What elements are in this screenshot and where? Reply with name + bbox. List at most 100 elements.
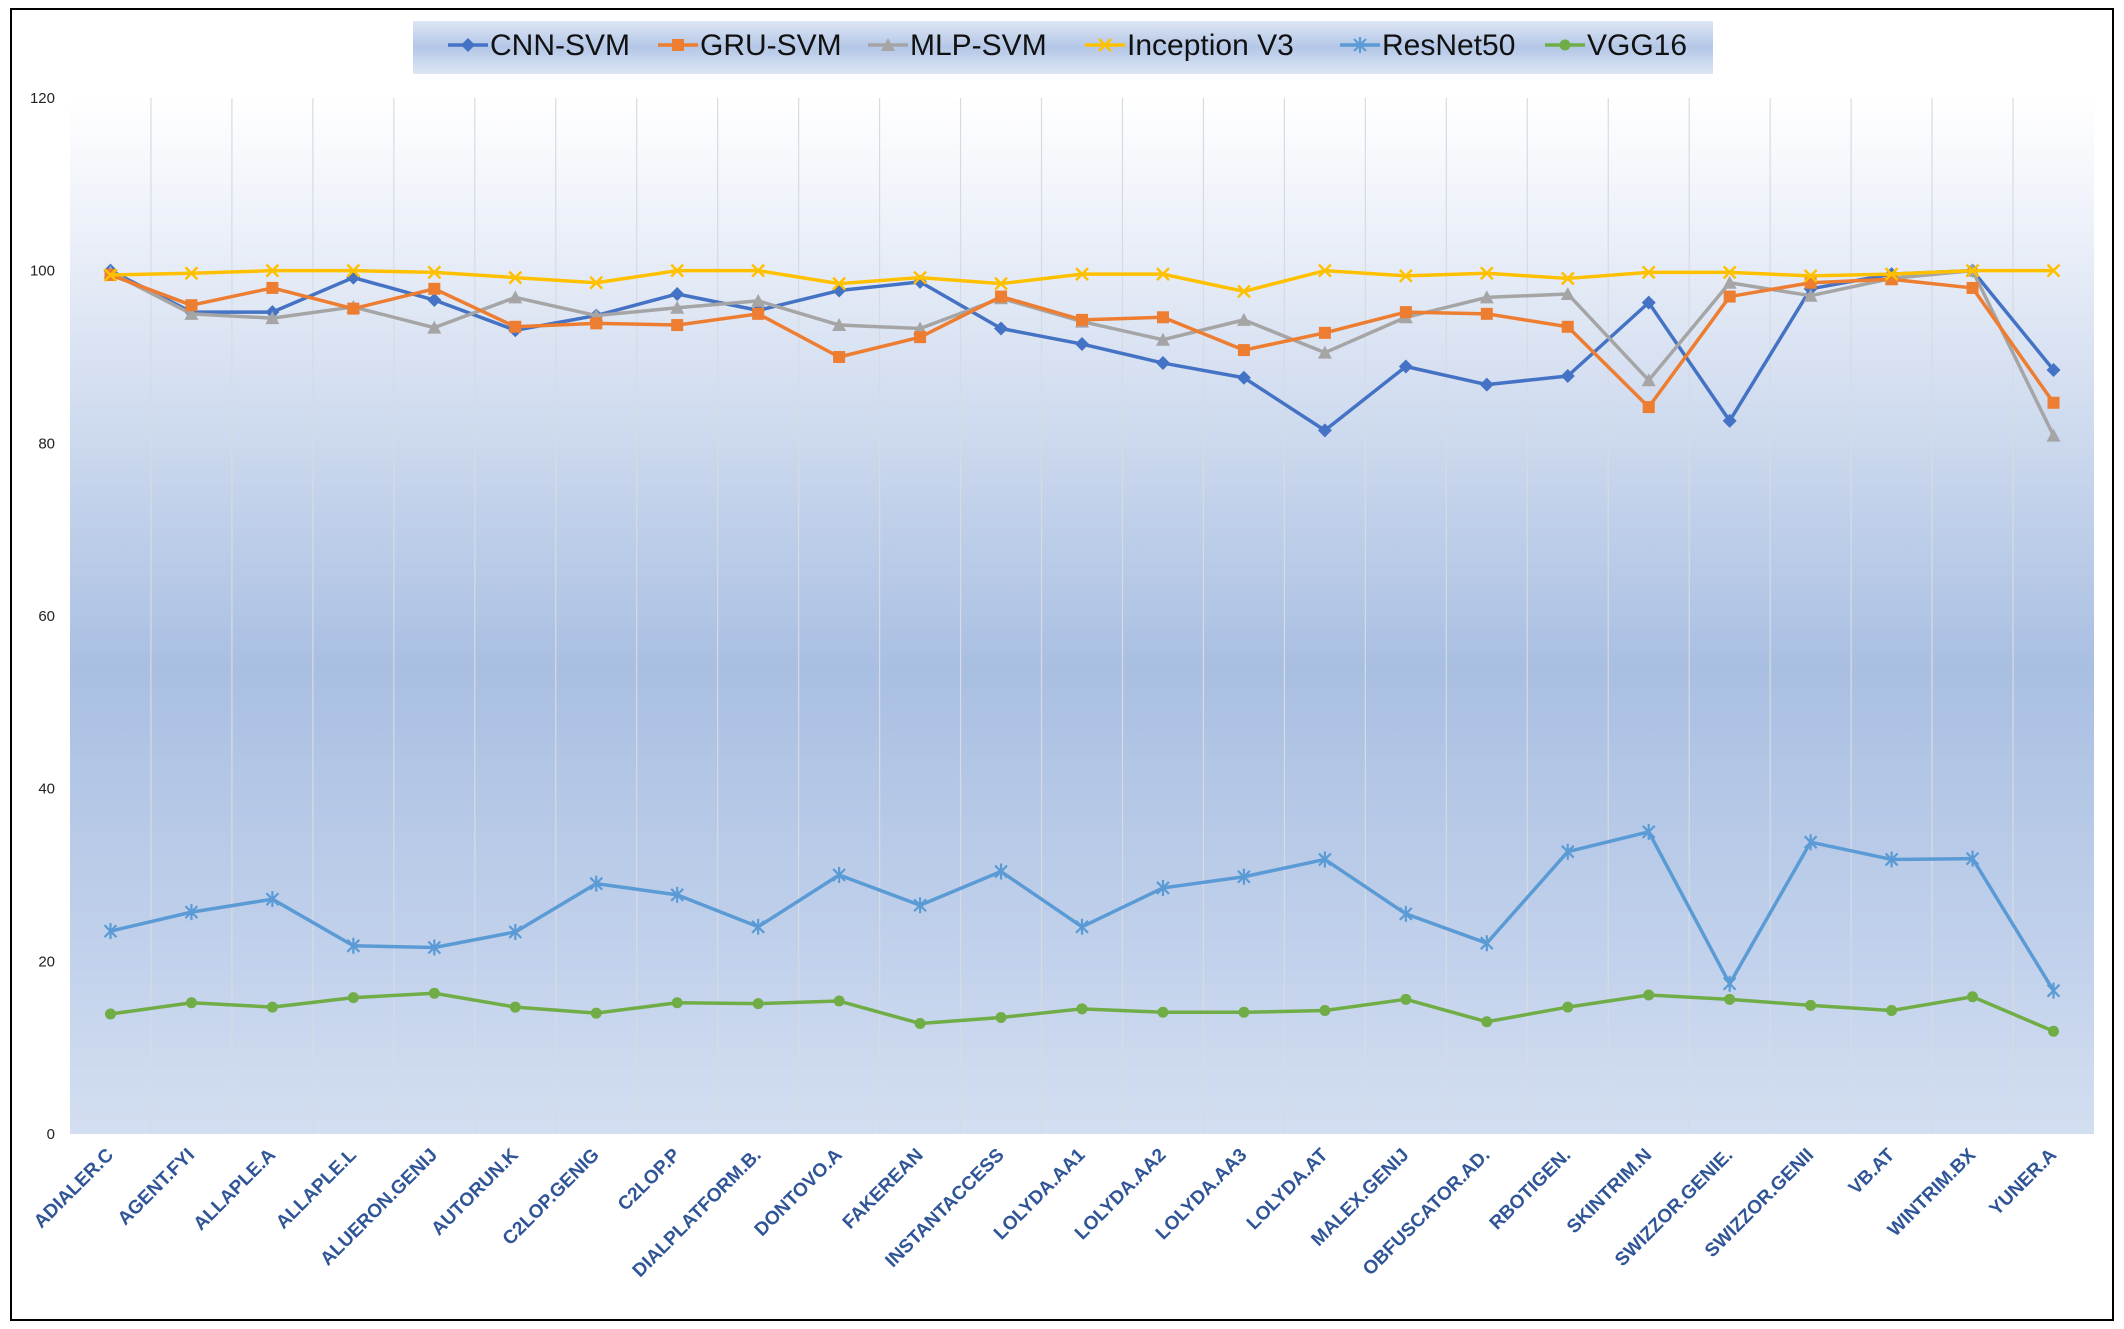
data-point-mlp-svm bbox=[1803, 288, 1818, 302]
data-point-mlp-svm bbox=[1722, 275, 1737, 289]
data-point-gru-svm bbox=[185, 299, 198, 312]
x-tick-label: FAKEREAN bbox=[839, 1145, 928, 1234]
data-point-resnet50 bbox=[589, 875, 604, 892]
x-tick-label: C2LOP.P bbox=[614, 1144, 685, 1215]
data-point-mlp-svm bbox=[1641, 373, 1656, 387]
x-tick-label: DONTOVO.A bbox=[751, 1144, 847, 1240]
data-point-resnet50 bbox=[2046, 982, 2061, 999]
data-point-mlp-svm bbox=[751, 293, 766, 307]
data-point-resnet50 bbox=[103, 923, 118, 940]
data-point-resnet50 bbox=[913, 897, 927, 914]
data-point-inception-v3 bbox=[184, 266, 199, 281]
data-point-resnet50 bbox=[670, 886, 684, 903]
data-point-gru-svm bbox=[1723, 290, 1736, 303]
data-point-inception-v3 bbox=[2046, 263, 2061, 278]
data-point-gru-svm bbox=[590, 317, 603, 330]
legend-swatch-marker bbox=[1559, 39, 1571, 51]
data-point-vgg16 bbox=[1319, 1005, 1331, 1017]
data-point-mlp-svm bbox=[1479, 290, 1494, 304]
data-point-mlp-svm bbox=[1560, 286, 1575, 300]
data-point-gru-svm bbox=[1642, 401, 1655, 414]
data-point-gru-svm bbox=[671, 319, 684, 332]
y-tick-label: 0 bbox=[47, 1126, 55, 1143]
data-point-cnn-svm bbox=[1236, 370, 1251, 385]
data-point-inception-v3 bbox=[670, 263, 685, 278]
data-point-resnet50 bbox=[994, 863, 1008, 880]
x-tick-label: ADIALER.C bbox=[30, 1144, 118, 1232]
data-point-gru-svm bbox=[914, 331, 927, 344]
data-point-vgg16 bbox=[590, 1007, 602, 1019]
y-tick-label: 20 bbox=[38, 953, 55, 970]
data-point-vgg16 bbox=[914, 1017, 926, 1029]
data-point-gru-svm bbox=[1480, 307, 1493, 320]
data-point-cnn-svm bbox=[1641, 295, 1656, 310]
data-point-vgg16 bbox=[1562, 1001, 1574, 1013]
data-point-resnet50 bbox=[751, 918, 765, 935]
data-point-cnn-svm bbox=[670, 286, 685, 301]
data-point-vgg16 bbox=[1643, 989, 1655, 1001]
legend-label: ResNet50 bbox=[1382, 29, 1515, 62]
data-point-mlp-svm bbox=[832, 318, 847, 332]
data-point-resnet50 bbox=[1884, 851, 1899, 868]
data-point-inception-v3 bbox=[265, 263, 280, 278]
x-tick-label: RBOTIGEN. bbox=[1486, 1145, 1575, 1234]
data-point-mlp-svm bbox=[2046, 428, 2061, 442]
legend-item-gru-svm: GRU-SVM bbox=[658, 29, 842, 62]
x-tick-label: ALLAPLE.A bbox=[190, 1144, 280, 1234]
data-point-vgg16 bbox=[104, 1008, 116, 1020]
data-point-resnet50 bbox=[1641, 823, 1656, 840]
legend-item-mlp-svm: MLP-SVM bbox=[868, 29, 1047, 62]
data-point-inception-v3 bbox=[1237, 284, 1251, 299]
data-point-inception-v3 bbox=[994, 276, 1008, 291]
data-point-inception-v3 bbox=[913, 270, 927, 285]
data-point-cnn-svm bbox=[994, 321, 1009, 336]
legend-label: VGG16 bbox=[1587, 29, 1687, 62]
data-point-mlp-svm bbox=[265, 311, 280, 325]
data-point-resnet50 bbox=[1965, 850, 1980, 867]
data-point-gru-svm bbox=[1156, 311, 1169, 324]
legend-swatch-marker bbox=[881, 38, 895, 51]
data-point-vgg16 bbox=[1967, 991, 1979, 1003]
data-point-cnn-svm bbox=[1155, 356, 1170, 371]
data-point-gru-svm bbox=[1318, 326, 1331, 339]
data-point-inception-v3 bbox=[1479, 266, 1494, 281]
data-point-inception-v3 bbox=[103, 268, 118, 282]
data-point-cnn-svm bbox=[1722, 413, 1737, 428]
legend-label: Inception V3 bbox=[1127, 29, 1294, 62]
data-point-resnet50 bbox=[427, 939, 442, 956]
data-point-cnn-svm bbox=[1075, 337, 1089, 352]
legend-item-resnet50: ResNet50 bbox=[1340, 29, 1515, 62]
data-point-gru-svm bbox=[266, 281, 279, 294]
y-tick-label: 80 bbox=[38, 435, 55, 452]
data-point-mlp-svm bbox=[184, 306, 199, 320]
series-resnet50 bbox=[103, 823, 2061, 999]
data-point-vgg16 bbox=[1400, 993, 1412, 1005]
data-point-gru-svm bbox=[1237, 344, 1250, 357]
x-tick-label: AGENT.FYI bbox=[114, 1145, 199, 1230]
data-point-gru-svm bbox=[2047, 396, 2060, 409]
data-point-gru-svm bbox=[995, 290, 1008, 303]
data-point-resnet50 bbox=[1560, 843, 1575, 860]
data-point-mlp-svm bbox=[508, 290, 523, 304]
data-point-resnet50 bbox=[346, 937, 361, 954]
data-point-mlp-svm bbox=[427, 320, 442, 334]
data-point-mlp-svm bbox=[1236, 312, 1251, 326]
legend: CNN-SVM GRU-SVM MLP-SVM Inception V3 ResNet5… bbox=[413, 21, 1713, 74]
data-point-gru-svm bbox=[833, 351, 846, 363]
data-point-resnet50 bbox=[1156, 879, 1170, 896]
data-point-inception-v3 bbox=[589, 275, 604, 290]
y-axis-ticks: 0 20 40 60 80 100 120 bbox=[30, 90, 55, 1143]
data-point-vgg16 bbox=[1724, 993, 1736, 1005]
series-gru-svm bbox=[104, 268, 2060, 414]
data-point-inception-v3 bbox=[1075, 267, 1089, 282]
data-point-resnet50 bbox=[508, 923, 523, 940]
x-tick-label: LOLYDA.AT bbox=[1243, 1144, 1333, 1234]
x-axis-ticks: ADIALER.CAGENT.FYIALLAPLE.AALLAPLE.LALUE… bbox=[30, 1144, 2061, 1281]
series-inception-v3 bbox=[103, 263, 2061, 299]
data-point-vgg16 bbox=[1481, 1016, 1493, 1028]
legend-swatch-marker bbox=[672, 39, 684, 51]
data-point-vgg16 bbox=[671, 997, 683, 1009]
data-point-vgg16 bbox=[266, 1001, 278, 1013]
legend-label: CNN-SVM bbox=[490, 29, 630, 62]
